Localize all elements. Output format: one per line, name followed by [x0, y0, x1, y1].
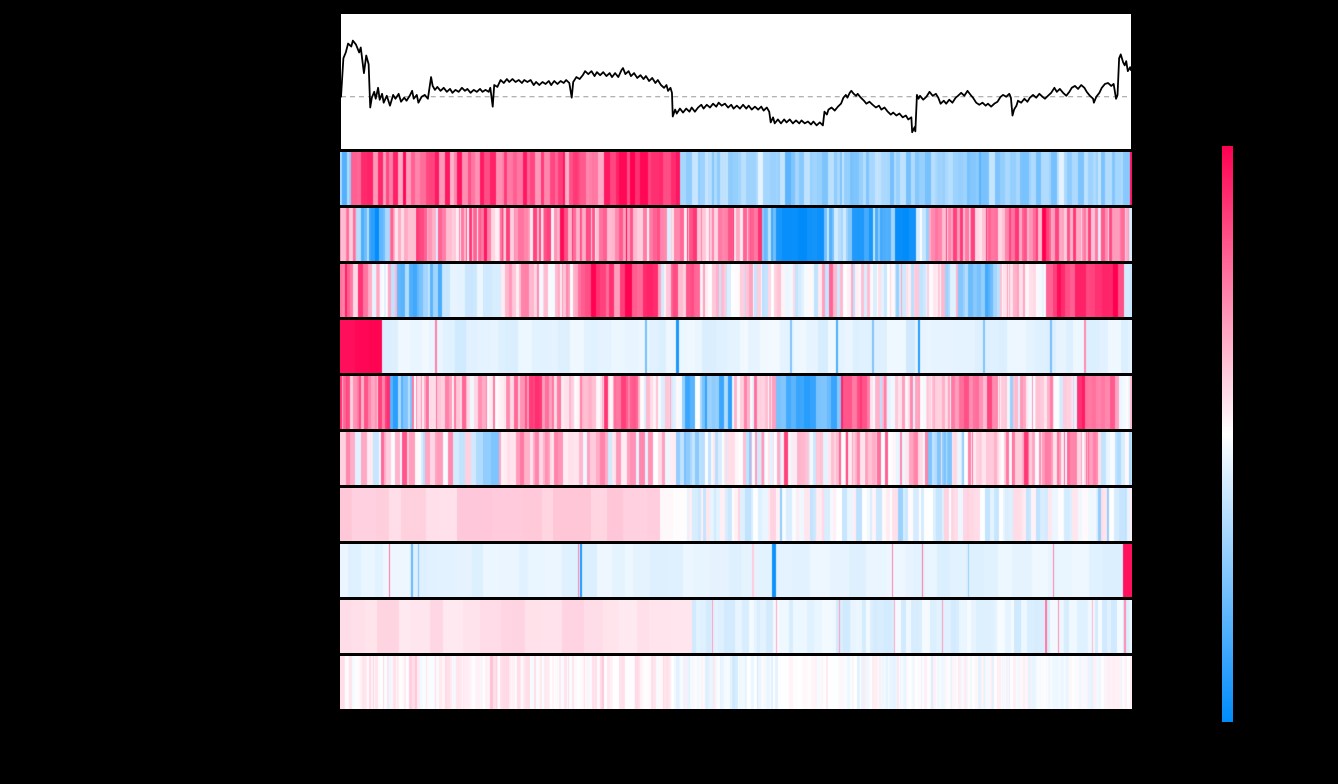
model-output-line-panel — [340, 13, 1132, 150]
heatmap-row-4 — [340, 320, 1132, 373]
heatmap-row-1 — [340, 152, 1132, 205]
line-chart — [341, 39, 1131, 134]
model-output-line — [341, 39, 1131, 134]
heatmap-row-8 — [340, 544, 1132, 597]
heatmap-row-9 — [340, 600, 1132, 653]
heatmap-row-2 — [340, 208, 1132, 261]
colorbar — [1222, 146, 1233, 722]
heatmap-row-7 — [340, 488, 1132, 541]
heatmap-row-3 — [340, 264, 1132, 317]
heatmap-row-10 — [340, 656, 1132, 709]
heatmap-row-5 — [340, 376, 1132, 429]
heatmap-row-6 — [340, 432, 1132, 485]
heatmap-panel — [340, 152, 1132, 709]
